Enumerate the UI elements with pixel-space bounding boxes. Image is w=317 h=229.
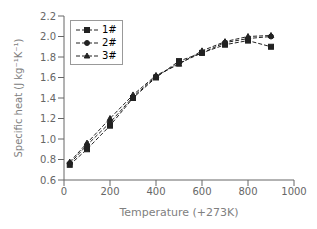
svg-text:0.6: 0.6 <box>40 175 56 186</box>
svg-text:1.4: 1.4 <box>40 93 56 104</box>
svg-text:800: 800 <box>238 186 257 197</box>
svg-text:200: 200 <box>100 186 119 197</box>
svg-text:600: 600 <box>192 186 211 197</box>
svg-text:1.6: 1.6 <box>40 72 56 83</box>
svg-text:1.2: 1.2 <box>40 113 56 124</box>
svg-text:2.0: 2.0 <box>40 31 56 42</box>
svg-text:0.8: 0.8 <box>40 154 56 165</box>
svg-text:1.0: 1.0 <box>40 134 56 145</box>
svg-text:1.8: 1.8 <box>40 52 56 63</box>
svg-text:2.2: 2.2 <box>40 11 56 22</box>
svg-text:0: 0 <box>61 186 67 197</box>
html-text:3#: 3# <box>102 50 117 61</box>
svg-text:Temperature (+273K): Temperature (+273K) <box>118 206 238 219</box>
svg-text:Specific heat (J kg⁻¹K⁻¹): Specific heat (J kg⁻¹K⁻¹) <box>13 38 24 157</box>
svg-text:400: 400 <box>146 186 165 197</box>
html-text:1#: 1# <box>102 24 117 35</box>
html-text:2#: 2# <box>102 37 117 48</box>
svg-text:1000: 1000 <box>281 186 306 197</box>
